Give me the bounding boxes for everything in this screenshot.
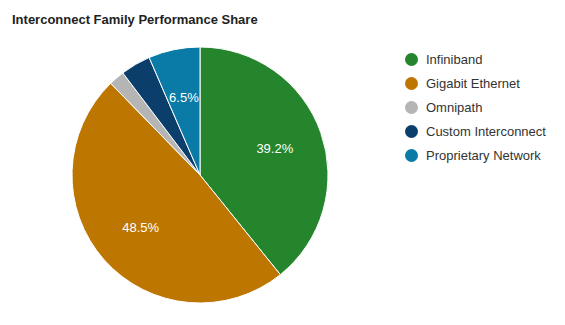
html-text:Interconnect Family Performanc: Interconnect Family Performance Share [12, 12, 258, 27]
html-text:Proprietary Network: Proprietary Network [426, 148, 541, 163]
svg-text:48.5%: 48.5% [122, 220, 159, 235]
html-text:Custom Interconnect: Custom Interconnect [426, 124, 546, 139]
html-text:Infiniband: Infiniband [426, 52, 483, 67]
svg-text:39.2%: 39.2% [256, 141, 293, 156]
html-text:Omnipath: Omnipath [426, 100, 483, 115]
html-text:Gigabit Ethernet: Gigabit Ethernet [426, 76, 520, 91]
svg-text:6.5%: 6.5% [169, 90, 199, 105]
